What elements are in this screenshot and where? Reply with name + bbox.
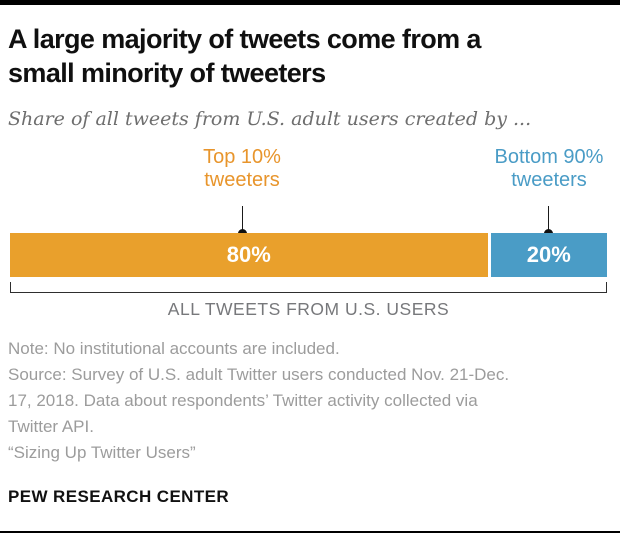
bar-segment-value-label-80: 80%	[226, 242, 271, 267]
chart-title: A large majority of tweets come from a s…	[8, 22, 614, 90]
series-label-top-10-line-1: Top 10%	[203, 146, 281, 168]
chart-title-line-2: small minority of tweeters	[8, 58, 326, 88]
series-label-top-10-line-2: tweeters	[204, 169, 280, 191]
callout-line-bottom-90	[548, 206, 549, 230]
pew-research-center-wordmark: PEW RESEARCH CENTER	[8, 487, 230, 506]
series-label-bottom-90-line-1: Bottom 90%	[494, 146, 604, 168]
footnote-note: Note: No institutional accounts are incl…	[8, 339, 340, 358]
series-label-bottom-90-line-2: tweeters	[511, 169, 587, 191]
chart-subtitle: Share of all tweets from U.S. adult user…	[8, 108, 532, 130]
callout-line-top-10	[242, 206, 243, 230]
bar-segment-value-label-20: 20%	[526, 242, 571, 267]
series-label-top-10-tweeters: Top 10% tweeters	[122, 146, 362, 192]
footnotes: Note: No institutional accounts are incl…	[8, 336, 523, 466]
bottom-divider-rule	[0, 531, 620, 533]
footnote-source: Source: Survey of U.S. adult Twitter use…	[8, 365, 510, 436]
chart-title-line-1: A large majority of tweets come from a	[8, 24, 481, 54]
bar-axis-label: ALL TWEETS FROM U.S. USERS	[167, 299, 450, 319]
bar-span-bracket	[10, 282, 607, 293]
stacked-bar: 80% 20%	[10, 233, 607, 277]
top-divider-rule	[0, 0, 620, 5]
bar-segment-bottom-90-tweeters: 20%	[487, 233, 607, 277]
footnote-report-title: “Sizing Up Twitter Users”	[8, 443, 196, 462]
bar-segment-top-10-tweeters: 80%	[10, 233, 488, 277]
series-label-bottom-90-tweeters: Bottom 90% tweeters	[429, 146, 620, 192]
